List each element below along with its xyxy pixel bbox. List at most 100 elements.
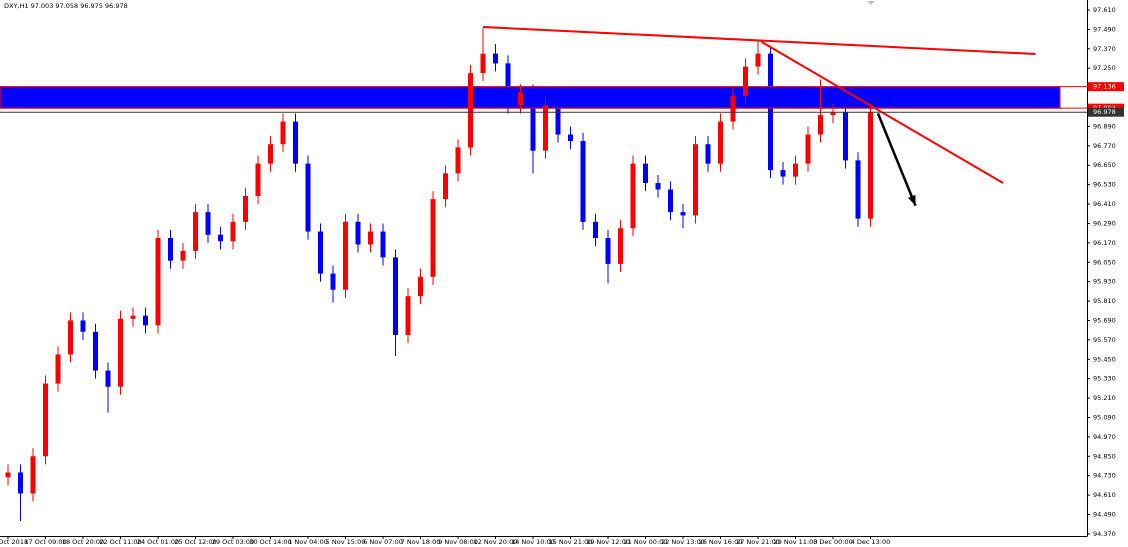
x-tick-label: 17 Oct 09:00: [24, 538, 66, 546]
candle-body: [355, 221, 361, 245]
candle-body: [280, 121, 286, 145]
y-tick-label: 95.810: [1093, 297, 1116, 305]
candle-body: [855, 160, 861, 219]
candle-body: [718, 121, 723, 164]
candle-body: [293, 121, 298, 164]
x-tick-label: 7 Nov 18:00: [401, 538, 441, 546]
candle-body: [468, 73, 473, 148]
candle-body: [755, 53, 761, 67]
price-label: 96.978: [1093, 108, 1116, 116]
candle-body: [5, 472, 11, 478]
y-tick-label: 96.050: [1093, 258, 1116, 266]
arrow-head: [908, 194, 916, 206]
candle-body: [243, 195, 248, 222]
candle-body: [430, 199, 436, 277]
candle-body: [868, 111, 873, 219]
y-tick-label: 94.370: [1093, 530, 1116, 538]
x-tick-label: 22 Oct 11:00: [99, 538, 141, 546]
y-tick-label: 96.530: [1093, 181, 1116, 189]
candle-body: [43, 383, 48, 457]
x-tick-label: 4 Dec 13:00: [851, 538, 891, 546]
x-tick-label: 15 Nov 21:00: [549, 538, 593, 546]
x-tick-label: 22 Nov 13:00: [661, 538, 705, 546]
y-tick-label: 95.930: [1093, 278, 1116, 286]
candle-body: [255, 163, 261, 196]
candle-body: [205, 212, 211, 235]
candle-body: [405, 296, 411, 336]
candle-body: [530, 92, 536, 151]
y-tick-label: 97.610: [1093, 6, 1116, 14]
y-tick-label: 96.170: [1093, 239, 1116, 247]
y-tick-label: 97.490: [1093, 25, 1116, 33]
x-tick-label: 19 Nov 12:00: [586, 538, 630, 546]
candle-body: [805, 134, 811, 164]
candle-body: [343, 221, 348, 290]
candle-body: [455, 147, 461, 174]
candle-body: [618, 228, 623, 264]
candle-body: [743, 66, 748, 96]
price-label-box: [1088, 82, 1124, 92]
price-label: 97.136: [1093, 83, 1116, 91]
candle-body: [830, 111, 836, 116]
candle-body: [518, 92, 523, 106]
candle-body: [555, 105, 561, 135]
candle-body: [180, 250, 186, 261]
y-tick-label: 96.290: [1093, 219, 1116, 227]
candle-body: [505, 63, 511, 106]
candle-body: [155, 238, 161, 326]
x-tick-label: 29 Oct 03:00: [212, 538, 254, 546]
candle-body: [143, 315, 148, 326]
candle-body: [368, 231, 373, 245]
candle-body: [268, 144, 273, 164]
y-tick-label: 96.890: [1093, 122, 1116, 130]
candle-body: [780, 170, 786, 177]
candle-body: [705, 144, 711, 164]
candle-body: [130, 315, 136, 319]
candle-body: [630, 163, 636, 229]
candle-body: [680, 212, 686, 216]
candle-body: [443, 173, 448, 200]
candle-body: [305, 163, 311, 232]
candle-body: [193, 212, 198, 251]
candle-body: [218, 234, 223, 242]
candle-body: [18, 472, 23, 494]
candle-body: [568, 134, 573, 141]
candle-body: [380, 231, 386, 258]
candle-body: [843, 111, 848, 161]
y-tick-label: 95.570: [1093, 336, 1116, 344]
candle-body: [93, 331, 98, 371]
candle-body: [80, 320, 86, 332]
y-tick-label: 95.690: [1093, 316, 1116, 324]
y-tick-label: 95.450: [1093, 355, 1116, 363]
candle-body: [168, 238, 173, 261]
x-tick-label: 9 Nov 08:00: [438, 538, 478, 546]
y-tick-label: 97.370: [1093, 45, 1116, 53]
candle-body: [668, 189, 673, 213]
candle-body: [480, 53, 486, 74]
y-tick-label: 94.850: [1093, 452, 1116, 460]
x-tick-label: 26 Nov 16:00: [699, 538, 743, 546]
plot-area: [0, 26, 1087, 521]
price-label-box: [1088, 107, 1124, 117]
candle-body: [593, 221, 598, 239]
candle-body: [105, 370, 111, 387]
x-tick-label: 1 Nov 04:00: [288, 538, 328, 546]
x-tick-label: 3 Dec 00:00: [813, 538, 853, 546]
shift-marker: [867, 1, 875, 5]
x-tick-label: 24 Oct 01:00: [137, 538, 179, 546]
zone: [0, 86, 1061, 109]
x-tick-label: 25 Oct 12:00: [174, 538, 216, 546]
candle-body: [493, 53, 498, 64]
y-tick-label: 96.650: [1093, 161, 1116, 169]
chart-title: DXY,H1 97.003 97.058 96.975 96.978: [4, 2, 128, 10]
y-tick-label: 94.730: [1093, 472, 1116, 480]
candle-body: [818, 115, 823, 135]
y-tick-label: 94.970: [1093, 433, 1116, 441]
y-tick-label: 94.610: [1093, 491, 1116, 499]
y-tick-label: 94.490: [1093, 510, 1116, 518]
candle-body: [580, 140, 586, 222]
y-tick-label: 96.770: [1093, 142, 1116, 150]
x-tick-label: 6 Nov 07:00: [363, 538, 403, 546]
